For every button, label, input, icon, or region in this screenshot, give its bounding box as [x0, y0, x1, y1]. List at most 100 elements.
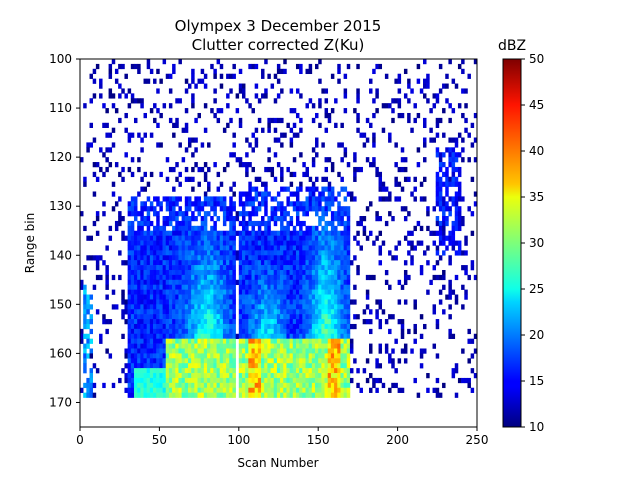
heat-cell — [219, 181, 224, 187]
heat-cell — [295, 191, 300, 197]
heat-cell — [229, 216, 233, 222]
heat-cell — [162, 338, 167, 344]
heat-cell — [340, 387, 344, 393]
heat-cell — [299, 309, 303, 315]
heat-cell — [270, 206, 275, 212]
heat-cell — [435, 147, 440, 153]
heat-cell — [318, 304, 322, 310]
heat-cell — [267, 333, 271, 339]
heat-cell — [184, 274, 189, 281]
heat-cell — [340, 250, 344, 256]
heat-cell — [213, 314, 217, 320]
heat-cell — [289, 260, 294, 266]
heat-cell — [305, 225, 309, 232]
heat-cell — [261, 235, 265, 241]
heat-cell — [445, 73, 449, 79]
heat-cell — [324, 108, 329, 114]
heat-cell — [261, 387, 265, 393]
heat-cell — [270, 343, 275, 349]
heat-cell — [203, 220, 208, 227]
heat-cell — [121, 166, 125, 173]
heat-cell — [432, 230, 437, 236]
heat-cell — [245, 382, 249, 389]
heat-cell — [264, 368, 268, 374]
heat-cell — [241, 265, 246, 271]
heat-cell — [334, 250, 338, 256]
heat-cell — [286, 309, 290, 315]
heat-cell — [270, 250, 275, 256]
heat-cell — [238, 220, 243, 227]
heat-cell — [245, 225, 249, 232]
heat-cell — [257, 328, 262, 335]
heat-cell — [400, 147, 405, 153]
heat-cell — [86, 377, 90, 384]
heat-cell — [95, 265, 100, 271]
heat-cell — [165, 319, 170, 325]
heat-cell — [454, 166, 459, 173]
heat-cell — [149, 299, 154, 305]
heat-cell — [194, 353, 198, 359]
heat-cell — [105, 284, 109, 290]
heat-cell — [289, 304, 294, 310]
heat-cell — [330, 245, 335, 251]
heat-cell — [464, 127, 468, 133]
heat-cell — [394, 368, 398, 374]
heat-cell — [337, 265, 341, 271]
heat-cell — [226, 250, 230, 256]
heat-cell — [356, 63, 360, 70]
heat-cell — [210, 245, 214, 251]
heat-cell — [283, 255, 287, 261]
heat-cell — [334, 235, 338, 241]
heat-cell — [340, 299, 344, 305]
heat-cell — [334, 225, 338, 232]
heat-cell — [245, 196, 249, 202]
heat-cell — [283, 186, 287, 192]
heat-cell — [213, 240, 217, 246]
heat-cell — [95, 255, 100, 261]
heat-cell — [359, 387, 363, 393]
heat-cell — [137, 68, 141, 75]
heat-cell — [153, 353, 157, 359]
heat-cell — [397, 78, 402, 84]
heat-cell — [168, 269, 173, 276]
heat-cell — [248, 358, 252, 364]
heat-cell — [254, 319, 259, 325]
heat-cell — [273, 98, 278, 104]
heat-cell — [175, 373, 179, 379]
heat-cell — [181, 289, 186, 295]
heat-cell — [219, 250, 224, 256]
heat-cell — [261, 279, 265, 286]
heat-cell — [172, 363, 176, 369]
heat-cell — [261, 220, 265, 227]
heat-cell — [349, 196, 354, 202]
heat-cell — [375, 166, 379, 173]
heat-cell — [181, 299, 186, 305]
heat-cell — [83, 358, 87, 364]
heat-cell — [264, 373, 268, 379]
heat-cell — [330, 166, 335, 173]
heat-cell — [334, 333, 338, 339]
heat-cell — [388, 191, 392, 197]
heat-cell — [153, 348, 157, 354]
heat-cell — [334, 377, 338, 384]
heat-cell — [210, 63, 214, 70]
heat-cell — [130, 319, 135, 325]
heat-cell — [184, 373, 189, 379]
heat-cell — [315, 63, 319, 70]
heat-cell — [200, 338, 205, 344]
heat-cell — [423, 142, 427, 148]
heat-cell — [423, 250, 427, 256]
heat-cell — [203, 269, 208, 276]
heat-cell — [413, 117, 417, 124]
heat-cell — [200, 382, 205, 389]
heat-cell — [133, 245, 138, 251]
heat-cell — [283, 225, 287, 232]
heat-cell — [153, 255, 157, 261]
heat-cell — [178, 299, 182, 305]
heat-cell — [470, 142, 475, 148]
heat-cell — [162, 274, 167, 281]
heat-cell — [302, 377, 306, 384]
heat-cell — [197, 377, 201, 384]
heat-cell — [346, 299, 351, 305]
heat-cell — [216, 343, 221, 349]
